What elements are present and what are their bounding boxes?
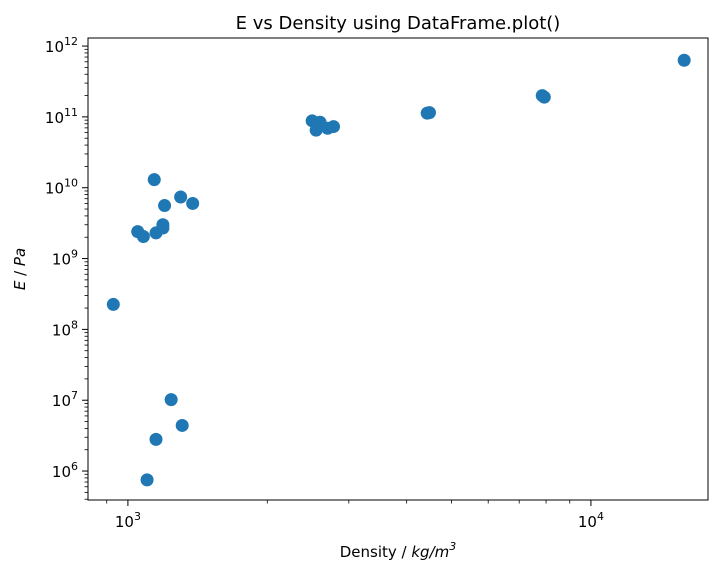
data-point	[164, 393, 178, 407]
data-point	[147, 173, 161, 187]
x-tick-base: 10	[115, 513, 134, 531]
y-tick-exponent: 8	[71, 318, 78, 331]
y-tick-base: 10	[45, 109, 64, 127]
y-tick-label: 1010	[45, 177, 78, 198]
y-tick-exponent: 9	[71, 248, 78, 261]
y-tick-label: 106	[52, 460, 78, 481]
data-point	[677, 53, 691, 67]
y-tick-label: 1011	[45, 106, 78, 127]
x-tick-exponent: 4	[597, 510, 604, 523]
data-point	[175, 418, 189, 432]
x-axis-label: Density / kg/m3	[340, 540, 457, 561]
data-point	[156, 218, 170, 232]
x-tick-label: 103	[115, 510, 141, 531]
y-tick-label: 109	[52, 248, 78, 269]
data-point	[537, 90, 551, 104]
data-point	[174, 190, 188, 204]
y-tick-base: 10	[52, 463, 71, 481]
x-tick-label: 104	[578, 510, 604, 531]
y-tick-label: 108	[52, 318, 78, 339]
y-tick-label: 1012	[45, 35, 78, 56]
y-tick-base: 10	[45, 38, 64, 56]
x-tick-exponent: 3	[134, 510, 141, 523]
plot-frame	[87, 37, 709, 501]
data-point	[158, 199, 172, 213]
chart-title: E vs Density using DataFrame.plot()	[236, 13, 561, 34]
data-points	[106, 53, 691, 487]
y-tick-exponent: 7	[71, 389, 78, 402]
x-tick-base: 10	[578, 513, 597, 531]
data-point	[422, 106, 436, 120]
y-axis-label: E / Pa	[11, 248, 29, 290]
y-axis-label-sep: /	[11, 266, 29, 281]
data-point	[186, 196, 200, 210]
y-axis-label-symbol: E	[11, 280, 29, 290]
data-point	[106, 297, 120, 311]
data-point	[136, 229, 150, 243]
data-point	[149, 432, 163, 446]
x-axis-label-exponent: 3	[449, 540, 456, 553]
y-tick-base: 10	[52, 251, 71, 269]
x-axis-label-units: kg/m	[411, 543, 449, 561]
y-tick-base: 10	[52, 392, 71, 410]
y-tick-exponent: 6	[71, 460, 78, 473]
y-tick-label: 107	[52, 389, 78, 410]
y-tick-exponent: 11	[64, 106, 78, 119]
y-tick-exponent: 12	[64, 35, 78, 48]
y-tick-exponent: 10	[64, 177, 78, 190]
x-axis-label-prefix: Density /	[340, 543, 412, 561]
data-point	[327, 120, 341, 134]
data-point	[140, 473, 154, 487]
y-axis-label-units: Pa	[11, 248, 29, 266]
y-tick-base: 10	[45, 180, 64, 198]
y-tick-base: 10	[52, 321, 71, 339]
